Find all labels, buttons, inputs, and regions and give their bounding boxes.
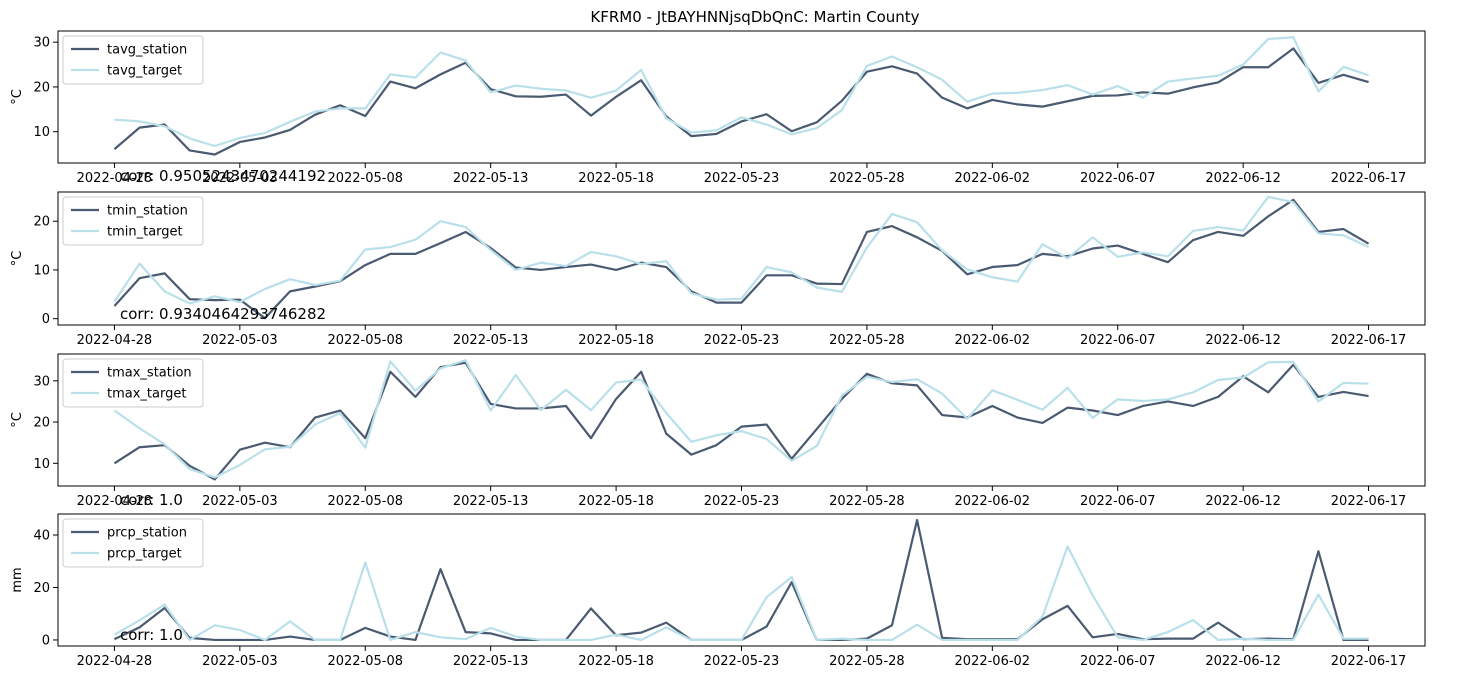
x-tick-label: 2022-05-13 (453, 494, 529, 509)
series-line-tmin_station (113, 198, 1370, 320)
x-tick-label: 2022-05-18 (578, 333, 654, 348)
figure-title: KFRM0 - JtBAYHNNjsqDbQnC: Martin County (590, 8, 919, 26)
y-tick-label: 10 (33, 263, 50, 278)
axes-frame (57, 30, 1426, 164)
legend: prcp_station prcp_target (62, 518, 204, 568)
x-tick-label: 2022-04-28 (77, 333, 153, 348)
series-line-tmin_target (113, 195, 1370, 305)
x-tick-label: 2022-05-28 (829, 171, 905, 186)
correlation-annotation: corr: 0.9340464293746282 (120, 305, 326, 323)
x-tick-label: 2022-05-08 (327, 654, 403, 669)
x-tick-label: 2022-04-28 (77, 171, 153, 186)
legend-entry-tmax_target: tmax_target (107, 387, 186, 402)
panel-0: 10 20 30 2022-04-28 2022-05-03 2022-05-08 2022… (10, 30, 1426, 186)
axes-frame (57, 513, 1426, 647)
series-line-tmax_station (113, 361, 1369, 481)
y-tick-label: 0 (42, 633, 50, 648)
legend: tavg_station tavg_target (62, 35, 204, 85)
panel-3: 0 20 40 2022-04-28 2022-05-03 2022-05-08 2022-… (10, 513, 1426, 669)
x-tick-label: 2022-05-13 (453, 333, 529, 348)
x-tick-label: 2022-05-18 (578, 654, 654, 669)
legend-entry-tavg_station: tavg_station (107, 43, 187, 58)
x-tick-label: 2022-06-02 (955, 171, 1031, 186)
x-tick-label: 2022-05-03 (202, 333, 278, 348)
series-line-tavg_station (113, 47, 1369, 156)
x-tick-label: 2022-05-08 (327, 494, 403, 509)
x-tick-label: 2022-05-28 (829, 654, 905, 669)
x-tick-label: 2022-05-13 (453, 654, 529, 669)
legend-entry-prcp_target: prcp_target (107, 547, 182, 562)
y-tick-label: 0 (42, 312, 50, 327)
x-tick-label: 2022-06-02 (955, 654, 1031, 669)
x-tick-label: 2022-06-07 (1080, 333, 1156, 348)
x-tick-label: 2022-05-23 (704, 333, 780, 348)
x-tick-label: 2022-05-08 (327, 171, 403, 186)
panel-2: 10 20 30 2022-04-28 2022-05-03 2022-05-08 2022… (10, 353, 1426, 509)
x-tick-label: 2022-06-17 (1331, 171, 1407, 186)
x-tick-label: 2022-06-07 (1080, 494, 1156, 509)
series-line-prcp_station (113, 518, 1369, 642)
y-axis-label: °C (10, 89, 25, 105)
x-tick-label: 2022-06-12 (1205, 333, 1281, 348)
x-tick-label: 2022-05-13 (453, 171, 529, 186)
x-tick-label: 2022-06-07 (1080, 654, 1156, 669)
y-tick-label: 10 (33, 457, 50, 472)
y-tick-label: 30 (33, 36, 50, 51)
x-tick-label: 2022-06-12 (1205, 654, 1281, 669)
legend-entry-tmax_station: tmax_station (107, 366, 192, 381)
panel-1: 0 10 20 2022-04-28 2022-05-03 2022-05-08 2022-… (10, 191, 1426, 348)
y-tick-label: 30 (33, 374, 50, 389)
x-tick-label: 2022-06-02 (955, 333, 1031, 348)
x-tick-label: 2022-05-03 (202, 494, 278, 509)
x-tick-label: 2022-05-18 (578, 171, 654, 186)
x-tick-label: 2022-05-18 (578, 494, 654, 509)
legend: tmin_station tmin_target (62, 196, 204, 246)
x-tick-label: 2022-04-28 (77, 494, 153, 509)
legend-entry-tmin_target: tmin_target (107, 225, 183, 240)
x-tick-label: 2022-05-03 (202, 171, 278, 186)
x-tick-label: 2022-06-07 (1080, 171, 1156, 186)
series-line-prcp_target (113, 545, 1369, 642)
legend-entry-tavg_target: tavg_target (107, 64, 182, 79)
y-tick-label: 20 (33, 581, 50, 596)
x-tick-label: 2022-06-12 (1205, 494, 1281, 509)
x-tick-label: 2022-05-28 (829, 333, 905, 348)
y-tick-label: 40 (33, 528, 50, 543)
y-axis-label: mm (10, 567, 25, 592)
legend-entry-tmin_station: tmin_station (107, 204, 188, 219)
legend: tmax_station tmax_target (62, 358, 204, 408)
y-tick-label: 20 (33, 80, 50, 95)
x-tick-label: 2022-06-12 (1205, 171, 1281, 186)
series-line-tmax_target (113, 359, 1369, 479)
y-tick-label: 20 (33, 215, 50, 230)
x-tick-label: 2022-05-08 (327, 333, 403, 348)
series-line-tavg_target (114, 36, 1369, 148)
y-axis-label: °C (10, 251, 25, 267)
x-tick-label: 2022-05-03 (202, 654, 278, 669)
correlation-annotation: corr: 0.9505243470244192 (120, 167, 326, 185)
axes-frame (57, 353, 1426, 487)
x-tick-label: 2022-05-23 (704, 494, 780, 509)
x-tick-label: 2022-06-17 (1331, 494, 1407, 509)
y-tick-label: 20 (33, 416, 50, 431)
correlation-annotation: corr: 1.0 (120, 626, 183, 644)
y-axis-label: °C (10, 412, 25, 428)
x-tick-label: 2022-05-23 (704, 654, 780, 669)
x-tick-label: 2022-06-02 (955, 494, 1031, 509)
correlation-annotation: corr: 1.0 (120, 491, 183, 509)
x-tick-label: 2022-06-17 (1331, 333, 1407, 348)
legend-entry-prcp_station: prcp_station (107, 526, 187, 541)
x-tick-label: 2022-05-28 (829, 494, 905, 509)
x-tick-label: 2022-05-23 (704, 171, 780, 186)
x-tick-label: 2022-06-17 (1331, 654, 1407, 669)
panels: 10 20 30 2022-04-28 2022-05-03 2022-05-08 2022… (10, 30, 1426, 669)
x-tick-label: 2022-04-28 (77, 654, 153, 669)
y-tick-label: 10 (33, 125, 50, 140)
